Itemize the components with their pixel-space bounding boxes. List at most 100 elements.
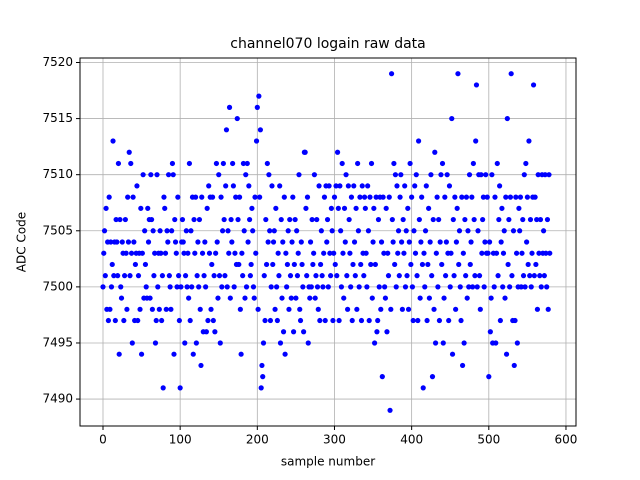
- point: [223, 127, 230, 133]
- point: [227, 295, 233, 301]
- point: [280, 239, 286, 245]
- point: [509, 273, 515, 279]
- point: [135, 273, 142, 279]
- point: [253, 138, 260, 144]
- point: [536, 250, 542, 256]
- point: [534, 306, 541, 312]
- point: [321, 250, 327, 256]
- point: [282, 351, 288, 357]
- point: [176, 273, 182, 279]
- point: [257, 127, 264, 133]
- point: [469, 194, 475, 200]
- point: [519, 250, 525, 256]
- point: [456, 261, 462, 268]
- point: [277, 183, 283, 189]
- point: [355, 228, 362, 234]
- point: [186, 160, 193, 167]
- point: [328, 205, 334, 211]
- point: [484, 194, 490, 200]
- point: [111, 273, 117, 279]
- point: [181, 250, 187, 256]
- point: [370, 239, 376, 245]
- point: [225, 228, 231, 234]
- point: [256, 93, 262, 99]
- point: [110, 138, 116, 144]
- point: [157, 228, 163, 234]
- point: [222, 273, 228, 279]
- point: [130, 194, 136, 200]
- point: [187, 317, 193, 324]
- point: [369, 295, 375, 301]
- point: [507, 284, 513, 290]
- point: [156, 306, 162, 312]
- point: [424, 317, 430, 324]
- point: [396, 273, 402, 279]
- point: [432, 149, 438, 155]
- point: [249, 205, 255, 211]
- point: [205, 317, 211, 324]
- point: [228, 216, 234, 223]
- point: [285, 228, 291, 234]
- point: [540, 228, 547, 234]
- point: [128, 160, 134, 167]
- point: [251, 295, 257, 301]
- point: [344, 273, 350, 279]
- point: [297, 306, 303, 312]
- point: [403, 228, 409, 234]
- point: [121, 317, 127, 324]
- point: [474, 284, 480, 290]
- point: [431, 306, 437, 312]
- point: [298, 239, 304, 245]
- point: [471, 216, 477, 223]
- point: [530, 82, 537, 88]
- point: [167, 284, 173, 290]
- point: [103, 205, 109, 211]
- point: [308, 284, 314, 290]
- point: [213, 250, 219, 256]
- point: [521, 172, 527, 178]
- point: [415, 138, 422, 144]
- point: [261, 273, 267, 279]
- point: [216, 273, 223, 279]
- point: [203, 284, 209, 290]
- point: [215, 295, 221, 301]
- point: [322, 317, 328, 324]
- point: [450, 216, 456, 223]
- point: [286, 306, 292, 312]
- point: [315, 306, 321, 312]
- point: [184, 284, 190, 290]
- point: [485, 250, 491, 256]
- point: [129, 340, 135, 346]
- point: [176, 317, 182, 324]
- point: [432, 340, 439, 346]
- point: [138, 205, 144, 211]
- point: [171, 351, 177, 357]
- point: [527, 273, 533, 279]
- point: [486, 239, 493, 245]
- point: [332, 261, 338, 268]
- point: [226, 104, 233, 110]
- point: [426, 205, 432, 211]
- point: [342, 239, 348, 245]
- point: [378, 306, 384, 312]
- point: [148, 172, 154, 178]
- point: [124, 306, 130, 312]
- point: [262, 317, 268, 324]
- point: [355, 160, 361, 167]
- point: [533, 261, 539, 268]
- point: [304, 273, 310, 279]
- point: [189, 284, 195, 290]
- point: [517, 228, 523, 234]
- point: [541, 273, 547, 279]
- point: [204, 205, 210, 211]
- point: [473, 138, 479, 144]
- point: [174, 284, 180, 290]
- y-axis-label: ADC Code: [15, 212, 29, 272]
- point: [195, 239, 201, 245]
- point: [489, 172, 495, 178]
- point: [517, 194, 524, 200]
- point: [230, 160, 236, 167]
- point: [326, 183, 332, 189]
- point: [284, 284, 290, 290]
